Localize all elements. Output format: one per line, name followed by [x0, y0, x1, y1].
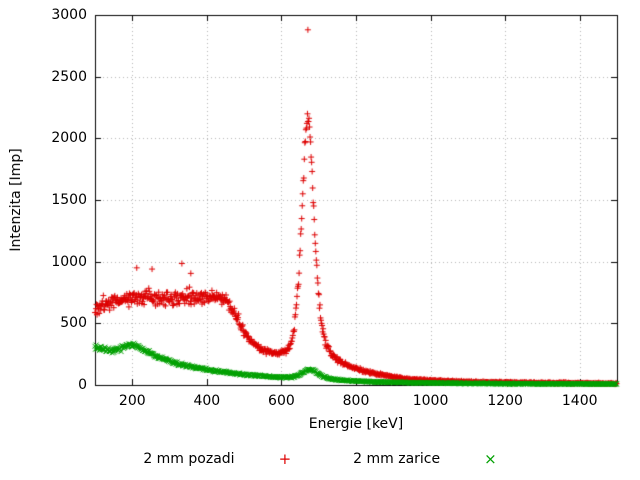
- x-tick-label: 1400: [561, 393, 598, 409]
- x-tick-label: 1200: [487, 393, 523, 409]
- x-tick-label: 200: [118, 393, 146, 409]
- y-axis-title: Intenzita [Imp]: [8, 148, 24, 252]
- x-tick-label: 800: [342, 393, 370, 409]
- legend-entry-pozadi: 2 mm pozadi +: [143, 451, 291, 467]
- legend-marker-cross-icon: ×: [484, 449, 497, 468]
- x-axis-title: Energie [keV]: [308, 416, 404, 432]
- y-tick-label: 1000: [51, 253, 87, 270]
- y-tick-label: 0: [78, 377, 87, 393]
- x-tick-label: 400: [193, 393, 221, 409]
- legend-label-pozadi: 2 mm pozadi: [143, 451, 235, 467]
- y-tick-label: 3000: [51, 7, 87, 23]
- y-tick-label: 1500: [51, 192, 87, 208]
- x-tick-label: 1000: [412, 393, 449, 409]
- legend-marker-plus-icon: +: [278, 449, 292, 468]
- y-tick-label: 2500: [51, 68, 87, 85]
- y-tick-label: 2000: [51, 130, 87, 147]
- legend-label-zarice: 2 mm zarice: [353, 451, 441, 467]
- legend-entry-zarice: 2 mm zarice ×: [353, 451, 497, 467]
- y-tick-label: 500: [60, 315, 87, 332]
- legend: 2 mm pozadi + 2 mm zarice ×: [0, 451, 640, 467]
- x-tick-label: 600: [268, 393, 295, 409]
